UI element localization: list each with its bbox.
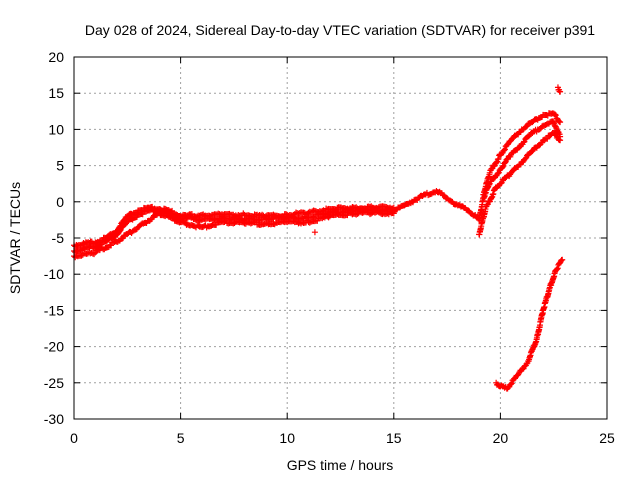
evening-upper-point <box>527 120 534 127</box>
upper-band-point <box>303 211 310 218</box>
y-tick-label: -5 <box>52 230 65 246</box>
isolated-point-point <box>311 229 318 236</box>
upper-band-point <box>123 215 130 222</box>
evening-lower-point <box>555 136 562 143</box>
x-tick-label: 5 <box>177 430 185 446</box>
evening-upper-point <box>486 171 493 178</box>
evening-upper-point <box>556 118 563 125</box>
main-track-point <box>196 217 203 224</box>
lower-band-point <box>389 210 396 217</box>
lower-band-point <box>324 213 331 220</box>
main-track-point <box>507 153 514 160</box>
evening-lower-point <box>556 136 563 143</box>
late-descending-track-point <box>557 257 564 264</box>
lower-band-point <box>132 226 139 233</box>
y-tick-label: -20 <box>44 339 64 355</box>
y-axis-ticks: -30 -25 -20 -15 -10 -5 0 5 10 15 20 <box>44 49 607 427</box>
x-tick-label: 25 <box>599 430 615 446</box>
late-descending-track-point <box>546 287 553 294</box>
lower-band-point <box>108 242 115 249</box>
late-descending-track-point <box>507 381 514 388</box>
y-axis-label: SDTVAR / TECUs <box>7 182 23 294</box>
y-tick-label: -30 <box>44 411 64 427</box>
x-tick-label: 20 <box>493 430 509 446</box>
evening-upper-point <box>501 146 508 153</box>
chart-title: Day 028 of 2024, Sidereal Day-to-day VTE… <box>85 22 595 38</box>
evening-lower-point <box>482 208 489 215</box>
late-descending-track-point <box>501 384 508 391</box>
evening-lower-point <box>527 149 534 156</box>
plot-frame <box>73 56 608 420</box>
evening-lower-point <box>544 135 551 142</box>
evening-upper-point <box>501 147 508 154</box>
y-tick-label: 15 <box>48 85 64 101</box>
main-track-point <box>499 163 506 170</box>
y-tick-label: 0 <box>56 194 64 210</box>
main-track-point <box>520 139 527 146</box>
y-tick-label: -15 <box>44 302 64 318</box>
late-descending-track-point <box>533 338 540 345</box>
x-tick-label: 10 <box>279 430 295 446</box>
late-descending-track-point <box>554 266 561 273</box>
y-tick-label: 20 <box>48 49 64 65</box>
evening-lower-point <box>497 180 504 187</box>
lower-band-point <box>91 251 98 258</box>
main-track-point <box>440 192 447 199</box>
lower-band-point <box>120 235 127 242</box>
upper-band-point <box>116 223 123 230</box>
y-tick-label: -25 <box>44 375 64 391</box>
late-descending-track-point <box>558 257 565 264</box>
evening-lower-point <box>498 179 505 186</box>
evening-upper-point <box>493 159 500 166</box>
evening-outlier-point <box>556 88 563 95</box>
evening-lower-point <box>552 130 559 137</box>
evening-upper-point <box>552 112 559 119</box>
y-tick-label: 10 <box>48 121 64 137</box>
evening-upper-point <box>495 155 502 162</box>
data-points <box>71 84 566 392</box>
evening-upper-point <box>552 111 559 118</box>
y-tick-label: -10 <box>44 266 64 282</box>
late-descending-track-point <box>554 265 561 272</box>
evening-lower-point <box>553 131 560 138</box>
x-tick-label: 0 <box>70 430 78 446</box>
x-axis-label: GPS time / hours <box>287 457 394 473</box>
evening-upper-point <box>555 117 562 124</box>
grid <box>74 57 607 419</box>
x-axis-ticks: 0 5 10 15 20 25 <box>70 57 615 446</box>
lower-band-point <box>170 214 177 221</box>
late-descending-track-point <box>539 309 546 316</box>
late-descending-track-point <box>508 380 515 387</box>
upper-band-point <box>366 204 373 211</box>
evening-lower-point <box>522 155 529 162</box>
y-tick-label: 5 <box>56 158 64 174</box>
x-tick-label: 15 <box>386 430 402 446</box>
